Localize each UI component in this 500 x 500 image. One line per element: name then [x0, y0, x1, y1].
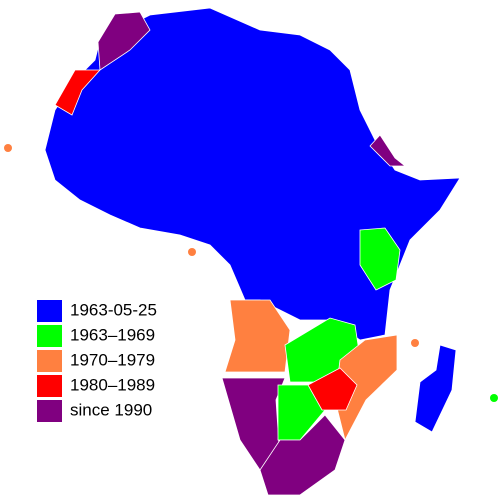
region [359, 227, 401, 291]
legend-label: since 1990 [70, 400, 152, 419]
legend-label: 1970–1979 [70, 350, 155, 369]
region [307, 367, 358, 411]
region [369, 134, 407, 167]
island [411, 339, 419, 347]
region [44, 7, 461, 341]
legend-label: 1963–1969 [70, 325, 155, 344]
legend-label: 1980–1989 [70, 375, 155, 394]
region [259, 414, 346, 496]
region [277, 384, 326, 441]
island [4, 144, 12, 152]
legend-swatch [37, 400, 62, 422]
legend-label: 1963-05-25 [70, 300, 157, 319]
island [490, 394, 498, 402]
legend-swatch [37, 375, 62, 397]
region [224, 299, 291, 373]
island [188, 248, 196, 256]
legend-swatch [37, 325, 62, 347]
region [414, 344, 457, 433]
legend-swatch [37, 300, 62, 322]
region [54, 69, 101, 116]
legend-swatch [37, 350, 62, 372]
